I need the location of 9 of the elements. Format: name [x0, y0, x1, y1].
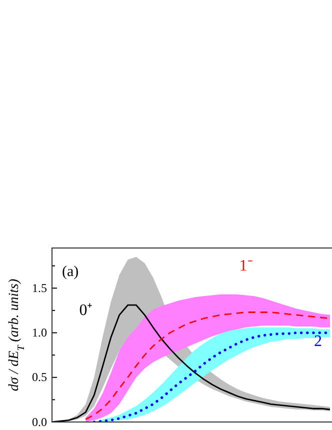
series-label: 0⁺: [79, 302, 92, 319]
series-label: 2: [314, 333, 322, 350]
text: 1⁻: [239, 257, 252, 274]
y-tick-label: 1.0: [32, 326, 47, 340]
y-tick-label: 1.5: [32, 280, 47, 295]
annotation: (a): [62, 264, 79, 280]
y-tick-label: 0.0: [32, 414, 47, 429]
line-series: [52, 304, 331, 422]
y-tick-label: 0.5: [32, 370, 47, 384]
